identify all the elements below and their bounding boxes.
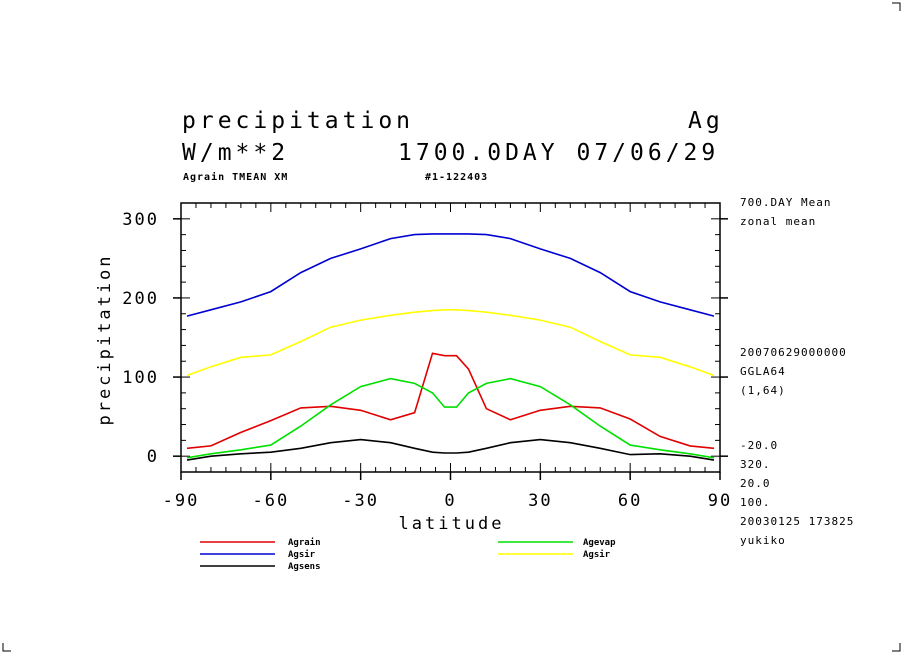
- series-line-2: [186, 377, 715, 459]
- x-tick-label: -90: [163, 491, 200, 511]
- x-tick-label: 0: [444, 491, 456, 511]
- side-mean: 700.DAY Mean: [740, 196, 832, 209]
- variable-info: Agrain TMEAN XM: [183, 172, 289, 183]
- legend-label-1: Agrain: [288, 537, 321, 548]
- side-v4: 100.: [740, 496, 771, 509]
- legend-label-2: Agevap: [583, 538, 616, 548]
- chart-title: precipitation: [182, 108, 415, 134]
- x-tick-label: -60: [252, 491, 289, 511]
- legend-label-4: Agsir: [583, 549, 611, 560]
- y-axis-label: precipitation: [95, 253, 115, 425]
- series-line-3: [186, 233, 715, 317]
- side-v1: -20.0: [740, 439, 779, 452]
- x-tick-label: -30: [342, 491, 379, 511]
- x-tick-label: 30: [528, 491, 552, 511]
- y-tick-label: 0: [147, 447, 159, 467]
- run-id: #1-122403: [425, 172, 489, 183]
- y-tick-label: 100: [122, 368, 159, 388]
- side-date-code: 20070629000000: [740, 346, 847, 359]
- y-tick-label: 300: [122, 210, 159, 230]
- side-v2: 320.: [740, 458, 771, 471]
- time-label: 1700.0DAY 07/06/29: [398, 140, 720, 166]
- side-v3: 20.0: [740, 477, 771, 490]
- legend-label-3: Agsir: [288, 549, 316, 560]
- series-line-5: [186, 438, 715, 461]
- side-zonal: zonal mean: [740, 215, 817, 228]
- series-line-4: [186, 308, 715, 377]
- side-stamp: 20030125 173825: [740, 515, 855, 528]
- unit-label: W/m**2: [182, 140, 290, 166]
- x-tick-label: 90: [708, 491, 732, 511]
- x-tick-label: 60: [618, 491, 642, 511]
- y-tick-label: 200: [122, 289, 159, 309]
- side-index: (1,64): [740, 384, 786, 397]
- legend-label-5: Agsens: [288, 562, 321, 572]
- side-grid: GGLA64: [740, 365, 786, 378]
- plot-frame: [180, 202, 721, 473]
- x-axis-label: latitude: [399, 514, 505, 534]
- side-user: yukiko: [740, 534, 786, 547]
- series-line-1: [186, 352, 715, 450]
- variable-code: Ag: [688, 108, 724, 134]
